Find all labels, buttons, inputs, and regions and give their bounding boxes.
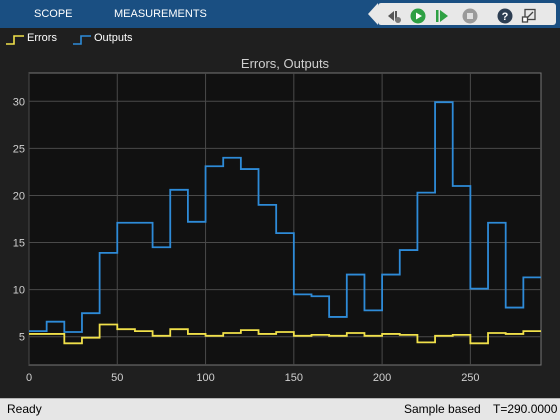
- y-tick-label: 5: [19, 332, 25, 344]
- y-tick-label: 20: [13, 190, 25, 202]
- x-tick-label: 200: [373, 372, 391, 384]
- outputs-line-icon: [73, 35, 91, 45]
- series-line-outputs: [29, 101, 541, 333]
- x-tick-label: 50: [111, 372, 123, 384]
- toolstrip: SCOPE MEASUREMENTS: [0, 0, 560, 28]
- scope-chart[interactable]: 0 50 100 150 200 250 5 10 15 20 25 30 Errors, Output…: [0, 50, 560, 398]
- svg-text:?: ?: [502, 11, 509, 23]
- status-time: T=290.0000: [493, 402, 558, 416]
- run-icon[interactable]: [410, 8, 426, 24]
- legend-bar: Errors Outputs: [0, 28, 560, 50]
- y-tick-label: 15: [13, 238, 25, 250]
- x-tick-label: 250: [461, 372, 479, 384]
- step-forward-icon[interactable]: [434, 8, 450, 24]
- x-tick-label: 100: [196, 372, 214, 384]
- y-tick-label: 25: [13, 143, 25, 155]
- y-tick-label: 10: [13, 285, 25, 297]
- help-icon[interactable]: ?: [497, 8, 513, 24]
- x-tick-label: 150: [285, 372, 303, 384]
- tab-measurements[interactable]: MEASUREMENTS: [114, 8, 207, 20]
- undock-icon[interactable]: [521, 8, 537, 24]
- status-bar: Ready Sample based T=290.0000: [0, 398, 560, 420]
- axes-background: [28, 72, 542, 366]
- plot-area: 0 50 100 150 200 250 5 10 15 20 25 30 Errors, Output…: [0, 50, 560, 398]
- errors-line-icon: [6, 35, 24, 45]
- y-tick-label: 30: [13, 96, 25, 108]
- legend-label-outputs: Outputs: [94, 32, 133, 44]
- legend-label-errors: Errors: [27, 32, 57, 44]
- quick-access-toolbar: ?: [378, 3, 556, 25]
- quick-access-notch: [368, 3, 378, 25]
- status-sample-based: Sample based: [404, 402, 481, 416]
- chart-title: Errors, Outputs: [241, 56, 330, 71]
- series-line-errors: [29, 323, 541, 345]
- stop-icon[interactable]: [462, 8, 478, 24]
- step-back-icon[interactable]: [386, 8, 402, 24]
- tab-scope[interactable]: SCOPE: [34, 8, 73, 20]
- x-tick-label: 0: [26, 372, 32, 384]
- status-ready: Ready: [7, 402, 42, 416]
